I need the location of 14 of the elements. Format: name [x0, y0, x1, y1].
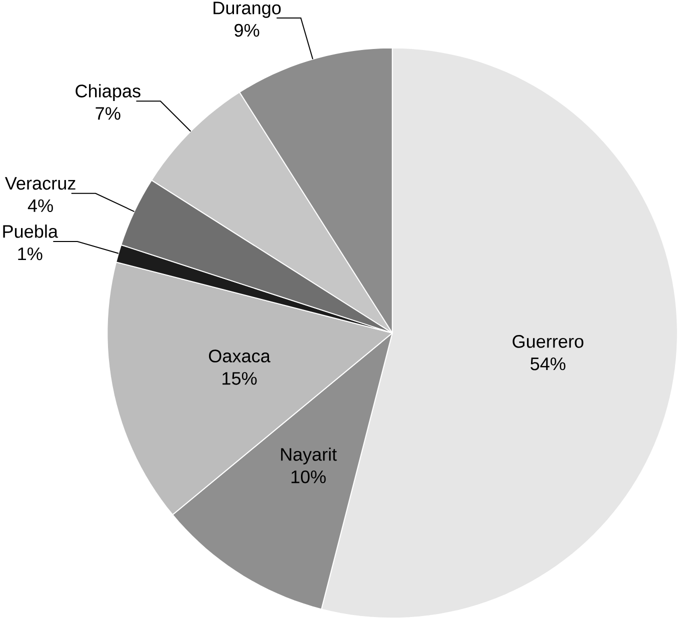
- data-label: 4%: [28, 200, 53, 212]
- slice-label: Veracruz: [4, 177, 76, 190]
- data-label: 7%: [96, 107, 120, 120]
- slice-label: Oaxaca: [208, 350, 270, 363]
- data-label: 9%: [234, 24, 260, 37]
- data-label: 1%: [18, 248, 42, 260]
- data-label: 10%: [292, 470, 326, 484]
- slice-label: Chiapas: [76, 84, 140, 102]
- slice-label: Durango: [214, 2, 281, 18]
- data-label: 15%: [222, 372, 257, 385]
- data-label: 54%: [530, 358, 566, 370]
- slice-label: Guerrero: [512, 335, 584, 348]
- slice-label: Nayarit: [281, 448, 337, 465]
- slice-label: Puebla: [3, 224, 58, 238]
